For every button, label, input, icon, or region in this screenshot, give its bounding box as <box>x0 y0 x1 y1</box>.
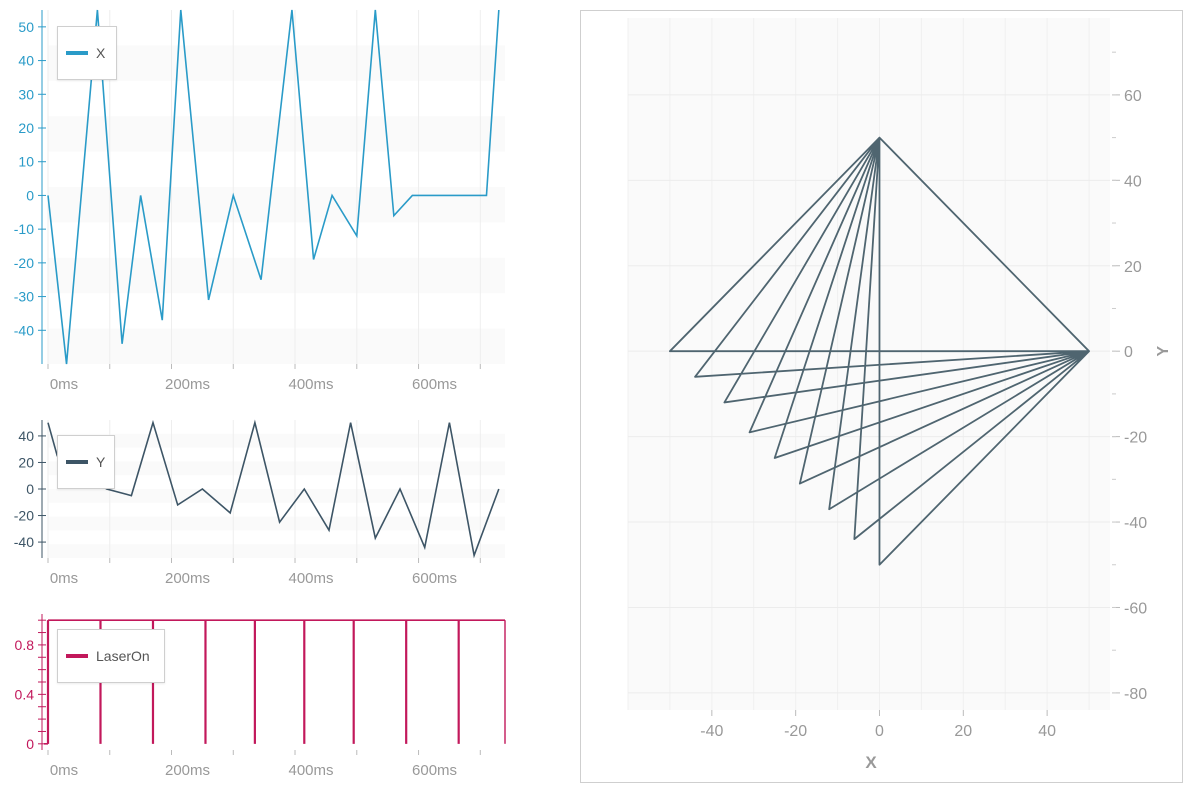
x-tick-label: 200ms <box>165 570 210 587</box>
laser-legend-swatch <box>66 654 88 658</box>
y-tick-label: 0.8 <box>15 637 35 653</box>
x-tick-label: 40 <box>1038 723 1056 740</box>
y-tick-label: 40 <box>18 428 34 444</box>
y-tick-label: 60 <box>1124 88 1142 105</box>
xy-chart: -40 -20 0 20 40 X 60 40 20 0 -20 -40 -60 -80 Y <box>580 10 1183 783</box>
x-tick-label: 0ms <box>50 762 78 779</box>
laser-legend-label: LaserOn <box>96 648 150 664</box>
grid-band <box>48 544 505 558</box>
y-tick-label: 0 <box>26 736 34 752</box>
xy-chart-frame <box>580 10 1183 783</box>
grid-band <box>48 187 505 223</box>
y-tick-label: 10 <box>18 154 34 170</box>
y-tick-label: 0 <box>26 481 34 497</box>
plot-background <box>628 18 1110 710</box>
series-line-X <box>47 9 500 365</box>
x-legend-swatch <box>66 51 88 55</box>
y-tick-label: -40 <box>14 534 34 550</box>
y-legend-swatch <box>66 460 88 464</box>
x-tick-label: 0ms <box>50 570 78 587</box>
y-tick-label: 50 <box>18 19 34 35</box>
y-tick-label: 20 <box>1124 259 1142 276</box>
y-tick-label: -20 <box>14 508 34 524</box>
laser-time-chart-svg: 0ms 200ms 400ms 600ms 0.8 0.4 0 <box>15 614 506 779</box>
grid-band <box>48 328 505 364</box>
y-tick-label: -80 <box>1124 686 1147 703</box>
grid-band <box>48 461 505 476</box>
y-tick-label: 0.4 <box>15 686 35 702</box>
y-tick-label: -30 <box>14 289 34 305</box>
x-tick-label: 400ms <box>289 376 334 393</box>
y-tick-label: -20 <box>1124 430 1147 447</box>
xy-chart-svg: -40 -20 0 20 40 X 60 40 20 0 -20 -40 -60 -80 Y <box>627 18 1172 772</box>
x-tick-label: 400ms <box>289 570 334 587</box>
y-legend[interactable]: Y <box>57 435 115 489</box>
y-tick-label: 40 <box>1124 173 1142 190</box>
x-tick-label: 400ms <box>289 762 334 779</box>
x-tick-label: -40 <box>700 723 723 740</box>
y-time-chart: 0ms 200ms 400ms 600ms 40 20 0 -20 -40 Y <box>0 400 560 600</box>
grid-band <box>48 489 505 503</box>
laser-time-chart: 0ms 200ms 400ms 600ms 0.8 0.4 0 LaserOn <box>0 600 560 799</box>
grid-band <box>48 45 505 81</box>
x-tick-label: 200ms <box>165 376 210 393</box>
y-tick-label: 0 <box>1124 344 1133 361</box>
x-tick-label: -20 <box>784 723 807 740</box>
x-tick-label: 600ms <box>412 376 457 393</box>
y-tick-label: 20 <box>18 120 34 136</box>
y-tick-label: -40 <box>14 322 34 338</box>
x-axis-label: X <box>865 753 877 772</box>
y-tick-label: -10 <box>14 221 34 237</box>
y-tick-label: -20 <box>14 255 34 271</box>
x-tick-label: 0ms <box>50 376 78 393</box>
y-time-chart-svg: 0ms 200ms 400ms 600ms 40 20 0 -20 -40 <box>14 419 505 587</box>
x-tick-label: 20 <box>954 723 972 740</box>
x-tick-label: 600ms <box>412 570 457 587</box>
grid-band <box>48 516 505 531</box>
x-legend[interactable]: X <box>57 26 117 80</box>
grid-band <box>48 257 505 294</box>
y-tick-label: -60 <box>1124 600 1147 617</box>
y-axis-label: Y <box>1155 346 1172 357</box>
laser-legend[interactable]: LaserOn <box>57 629 165 683</box>
x-tick-label: 600ms <box>412 762 457 779</box>
y-tick-label: -40 <box>1124 515 1147 532</box>
xy-trace-line <box>669 136 1090 566</box>
x-legend-label: X <box>96 45 106 61</box>
y-tick-label: 20 <box>18 454 34 470</box>
x-time-chart: 0ms 200ms 400ms 600ms 50 40 30 20 10 0 -10 -20 -30 -4… <box>0 0 560 400</box>
x-tick-label: 200ms <box>165 762 210 779</box>
x-tick-label: 0 <box>875 723 884 740</box>
series-line-Y <box>47 419 500 559</box>
x-time-chart-svg: 0ms 200ms 400ms 600ms 50 40 30 20 10 0 -10 -20 -30 -4… <box>14 9 505 393</box>
grid-band <box>48 433 505 448</box>
y-tick-label: 0 <box>26 187 34 203</box>
y-legend-label: Y <box>96 454 106 470</box>
y-tick-label: 30 <box>18 86 34 102</box>
y-tick-label: 40 <box>18 53 34 69</box>
